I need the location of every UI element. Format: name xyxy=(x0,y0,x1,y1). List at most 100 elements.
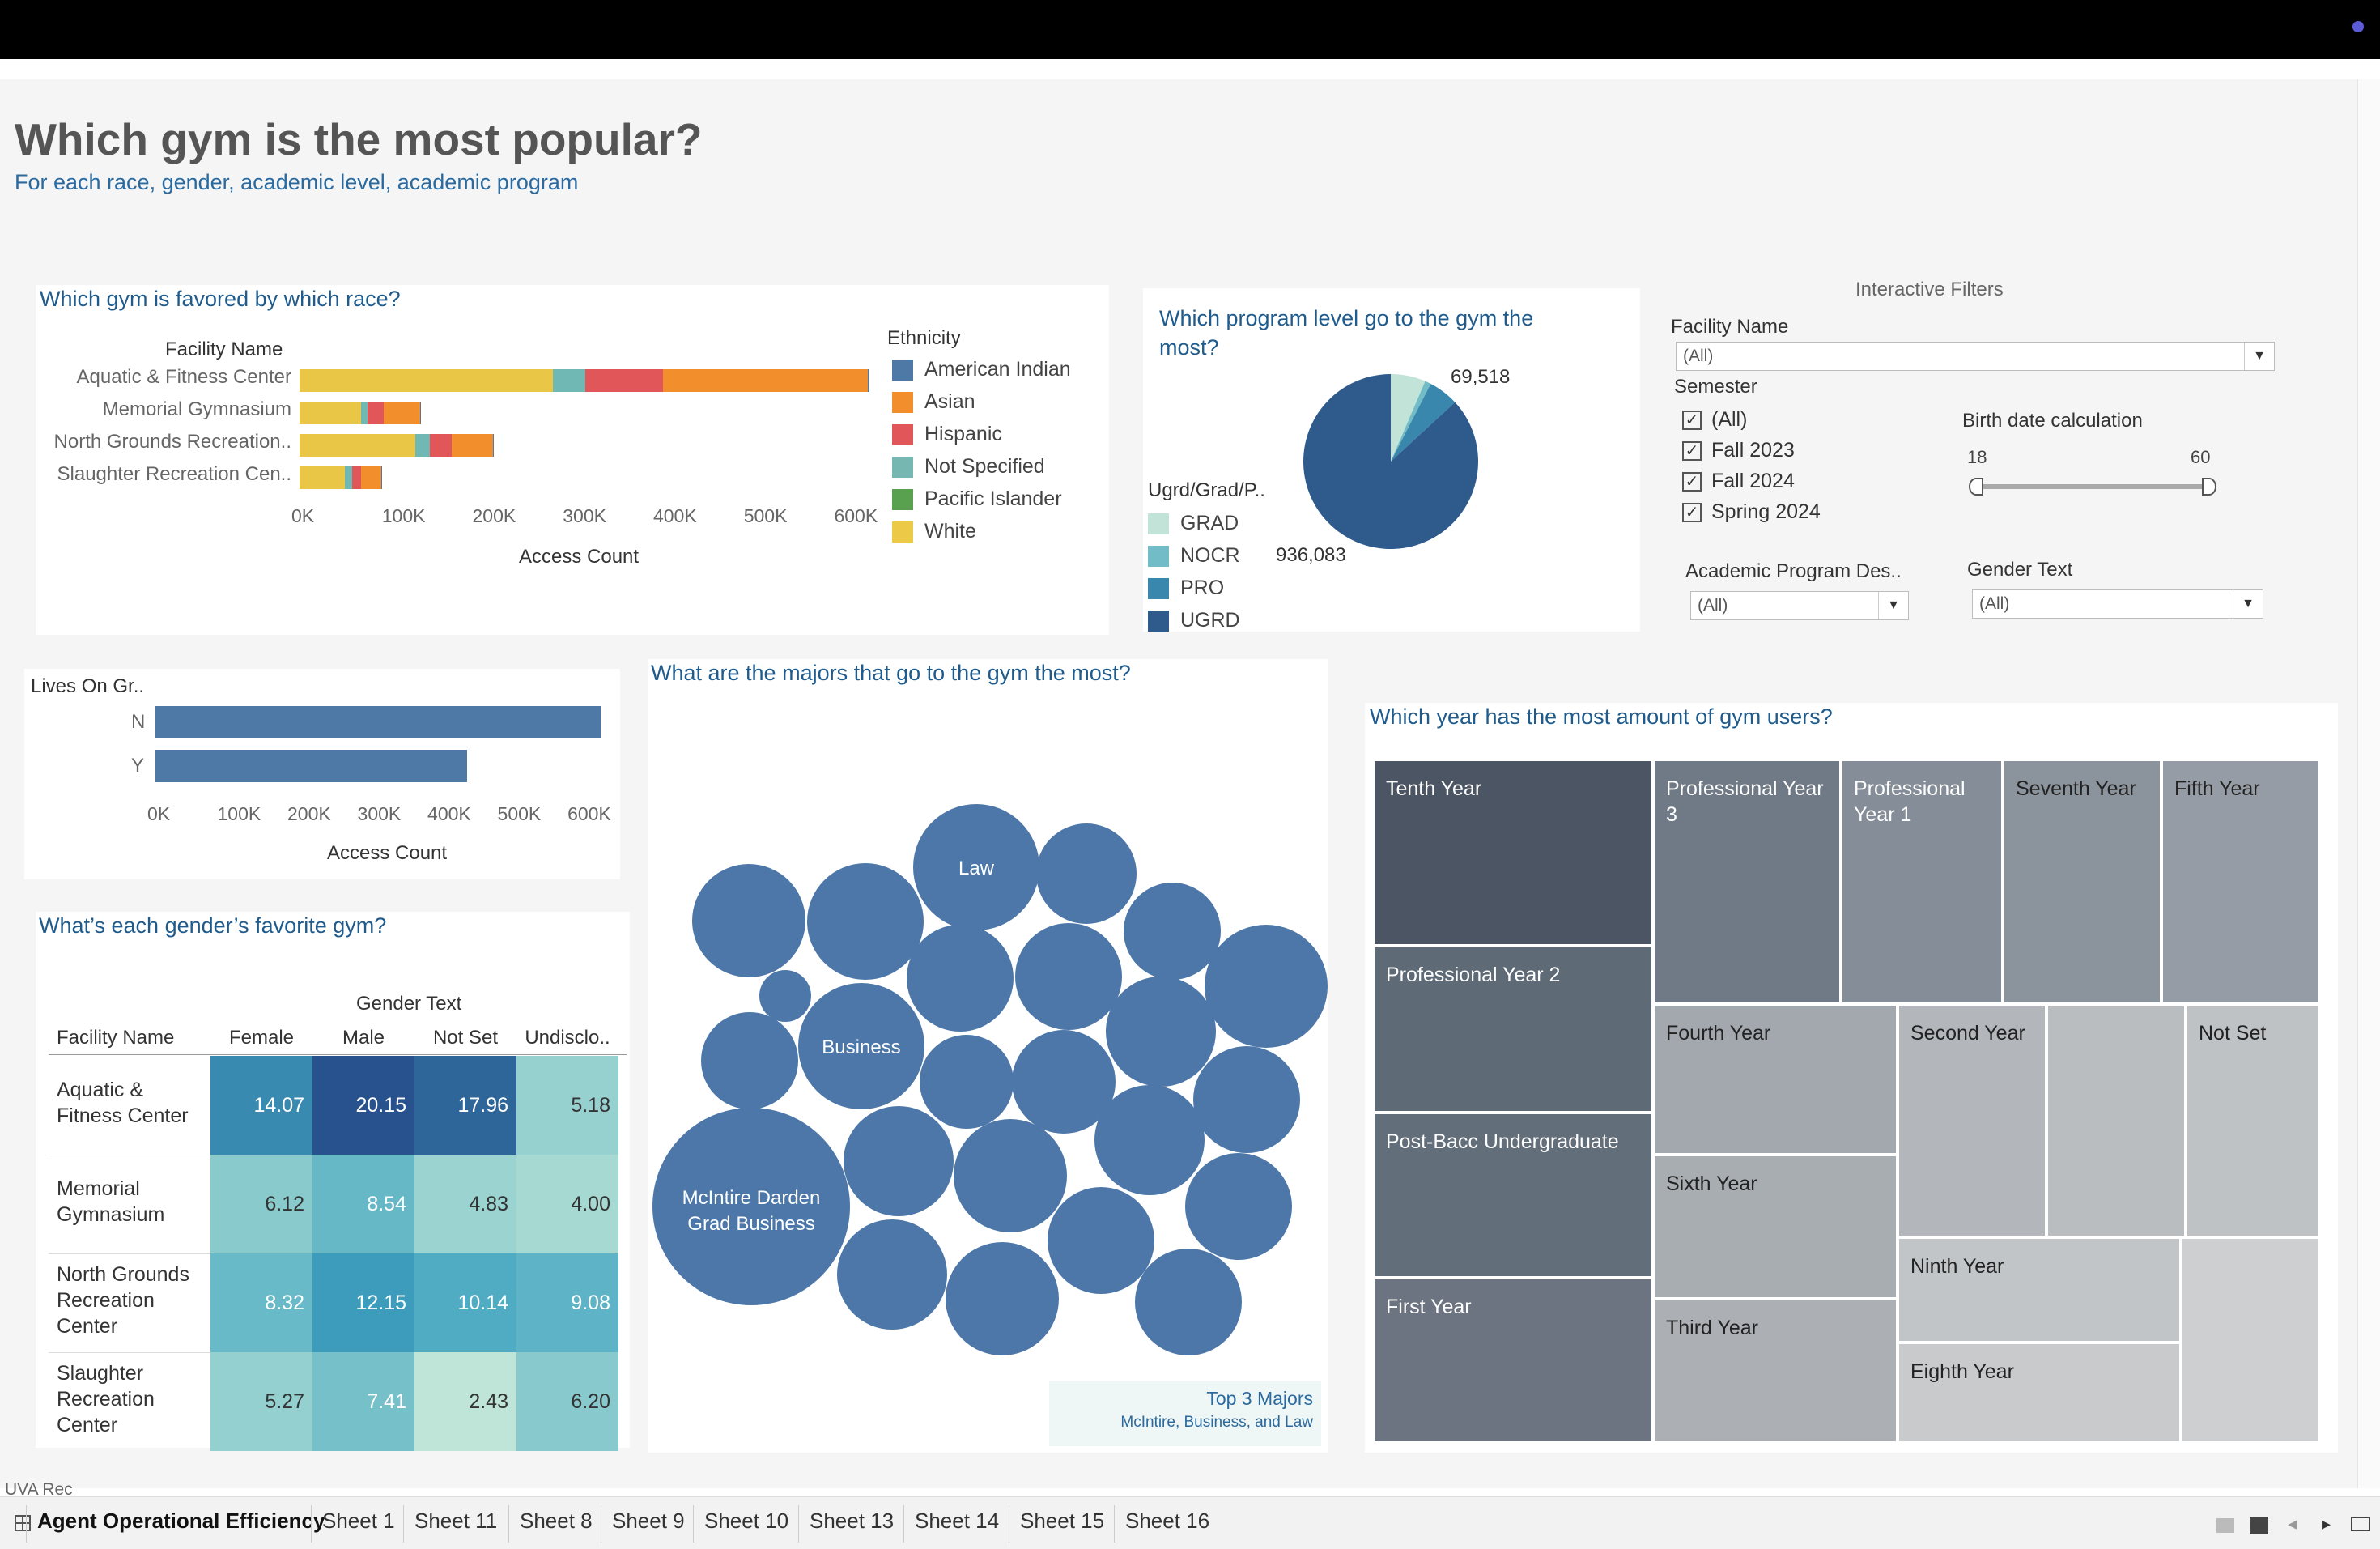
ethnicity-legend-item[interactable]: White xyxy=(892,520,976,543)
bubble-major[interactable] xyxy=(692,864,805,977)
semester-option[interactable]: ✓ Fall 2024 xyxy=(1682,470,1795,493)
race-bar-segment[interactable] xyxy=(867,369,869,392)
bubble-major[interactable] xyxy=(807,863,924,980)
race-bar-segment[interactable] xyxy=(344,466,352,489)
treemap-cell-fifth-year[interactable]: Fifth Year xyxy=(2161,760,2320,1004)
bubble-major[interactable] xyxy=(1205,925,1328,1048)
checkbox-checked-icon[interactable]: ✓ xyxy=(1682,411,1702,431)
sheet-tab[interactable]: Agent Operational Efficiency xyxy=(37,1509,325,1533)
treemap-cell-first-year[interactable]: First Year xyxy=(1373,1278,1653,1443)
race-bar-segment[interactable] xyxy=(429,434,452,457)
treemap-cell-fourth-year[interactable]: Fourth Year xyxy=(1653,1004,1898,1155)
treemap-cell-small[interactable] xyxy=(2181,1237,2320,1443)
treemap-cell-professional-year-3[interactable]: Professional Year 3 xyxy=(1653,760,1841,1004)
sheet-tab[interactable]: Sheet 10 xyxy=(704,1509,789,1533)
chevron-down-icon[interactable]: ▼ xyxy=(1878,592,1908,619)
prev-arrow-icon[interactable]: ◂ xyxy=(2288,1513,2297,1534)
ethnicity-legend-item[interactable]: American Indian xyxy=(892,358,1071,381)
program-dropdown[interactable]: (All) ▼ xyxy=(1690,591,1909,620)
heatmap-cell[interactable]: 17.96 xyxy=(414,1056,516,1155)
bubble-major[interactable] xyxy=(1036,823,1137,924)
scrollbar[interactable] xyxy=(2357,79,2380,1488)
race-bar-segment[interactable] xyxy=(367,402,384,424)
bubble-major[interactable] xyxy=(1124,883,1221,980)
race-bar-segment[interactable] xyxy=(300,402,361,424)
heatmap-cell[interactable]: 20.15 xyxy=(312,1056,414,1155)
single-view-icon[interactable] xyxy=(2250,1517,2268,1534)
sheet-tab[interactable]: Sheet 8 xyxy=(520,1509,593,1533)
checkbox-checked-icon[interactable]: ✓ xyxy=(1682,503,1702,523)
lives-bar[interactable] xyxy=(155,750,467,782)
treemap-cell-not-set[interactable]: Not Set xyxy=(2186,1004,2320,1237)
race-bar-segment[interactable] xyxy=(663,369,868,392)
bubble-business[interactable] xyxy=(798,983,924,1109)
sheet-tab[interactable]: Sheet 13 xyxy=(810,1509,895,1533)
race-bar-segment[interactable] xyxy=(360,466,381,489)
bubble-major[interactable] xyxy=(946,1242,1059,1355)
semester-option[interactable]: ✓ Fall 2023 xyxy=(1682,439,1795,462)
heatmap-cell[interactable]: 10.14 xyxy=(414,1253,516,1352)
race-bar-segment[interactable] xyxy=(380,466,382,489)
treemap-cell-eighth-year[interactable]: Eighth Year xyxy=(1898,1343,2181,1443)
present-icon[interactable] xyxy=(2351,1517,2370,1531)
heatmap-cell[interactable]: 2.43 xyxy=(414,1352,516,1451)
race-bar-segment[interactable] xyxy=(451,434,494,457)
race-bar-segment[interactable] xyxy=(383,402,420,424)
pie-slice-nocr[interactable] xyxy=(1391,381,1431,462)
pie-slice-ugrd[interactable] xyxy=(1303,374,1478,549)
grid-view-icon[interactable] xyxy=(2216,1518,2234,1533)
treemap-cell-third-year[interactable]: Third Year xyxy=(1653,1299,1898,1443)
semester-option[interactable]: ✓ (All) xyxy=(1682,408,1747,432)
sheet-tab[interactable]: Sheet 11 xyxy=(414,1509,498,1533)
heatmap-cell[interactable]: 9.08 xyxy=(516,1253,618,1352)
treemap-cell-ninth-year[interactable]: Ninth Year xyxy=(1898,1237,2181,1343)
chevron-down-icon[interactable]: ▼ xyxy=(2233,590,2263,618)
sheet-tab[interactable]: Sheet 14 xyxy=(915,1509,1000,1533)
ethnicity-legend-item[interactable]: Hispanic xyxy=(892,423,1002,446)
bubble-major[interactable] xyxy=(1135,1249,1242,1355)
sheet-tab[interactable]: Sheet 15 xyxy=(1020,1509,1105,1533)
birth-slider-track[interactable] xyxy=(1975,484,2210,489)
birth-slider-max-handle[interactable] xyxy=(2202,478,2216,496)
checkbox-checked-icon[interactable]: ✓ xyxy=(1682,441,1702,462)
heatmap-cell[interactable]: 5.18 xyxy=(516,1056,618,1155)
heatmap-cell[interactable]: 8.32 xyxy=(210,1253,312,1352)
heatmap-cell[interactable]: 12.15 xyxy=(312,1253,414,1352)
race-bar-segment[interactable] xyxy=(493,434,495,457)
bubble-law[interactable] xyxy=(913,804,1039,930)
treemap-cell-tenth-year[interactable]: Tenth Year xyxy=(1373,760,1653,946)
bubble-major[interactable] xyxy=(837,1219,947,1330)
gender-dropdown[interactable]: (All) ▼ xyxy=(1972,589,2263,619)
heatmap-cell[interactable]: 8.54 xyxy=(312,1155,414,1253)
sheet-tab[interactable]: Sheet 1 xyxy=(322,1509,395,1533)
race-bar-segment[interactable] xyxy=(552,369,586,392)
bubble-major[interactable] xyxy=(1015,923,1122,1030)
race-bar-segment[interactable] xyxy=(300,434,416,457)
chevron-down-icon[interactable]: ▼ xyxy=(2244,343,2274,370)
race-bar-segment[interactable] xyxy=(300,369,553,392)
ethnicity-legend-item[interactable]: Pacific Islander xyxy=(892,487,1062,511)
sheet-tab[interactable]: Sheet 9 xyxy=(612,1509,685,1533)
heatmap-cell[interactable]: 7.41 xyxy=(312,1352,414,1451)
program-legend-item[interactable]: PRO xyxy=(1148,577,1224,600)
bubble-major[interactable] xyxy=(1048,1187,1154,1294)
treemap-cell-post-bacc[interactable]: Post-Bacc Undergraduate xyxy=(1373,1113,1653,1278)
program-legend-item[interactable]: NOCR xyxy=(1148,544,1240,568)
birth-slider-min-handle[interactable] xyxy=(1969,478,1983,496)
treemap-cell-unlabeled[interactable] xyxy=(2046,1004,2186,1237)
bubble-major[interactable] xyxy=(920,1035,1014,1129)
bubble-major[interactable] xyxy=(907,925,1014,1032)
bubble-mcintire[interactable] xyxy=(652,1108,850,1305)
pie-slice-grad[interactable] xyxy=(1391,374,1426,462)
treemap-cell-sixth-year[interactable]: Sixth Year xyxy=(1653,1155,1898,1299)
bubble-major[interactable] xyxy=(759,970,811,1022)
heatmap-cell[interactable]: 6.12 xyxy=(210,1155,312,1253)
facility-dropdown[interactable]: (All) ▼ xyxy=(1676,342,2275,371)
race-bar-segment[interactable] xyxy=(415,434,430,457)
bubble-major[interactable] xyxy=(701,1012,798,1109)
program-legend-item[interactable]: UGRD xyxy=(1148,609,1240,632)
treemap-cell-professional-year-1[interactable]: Professional Year 1 xyxy=(1841,760,2003,1004)
heatmap-cell[interactable]: 4.00 xyxy=(516,1155,618,1253)
bubble-major[interactable] xyxy=(1185,1153,1292,1260)
ethnicity-legend-item[interactable]: Not Specified xyxy=(892,455,1045,479)
